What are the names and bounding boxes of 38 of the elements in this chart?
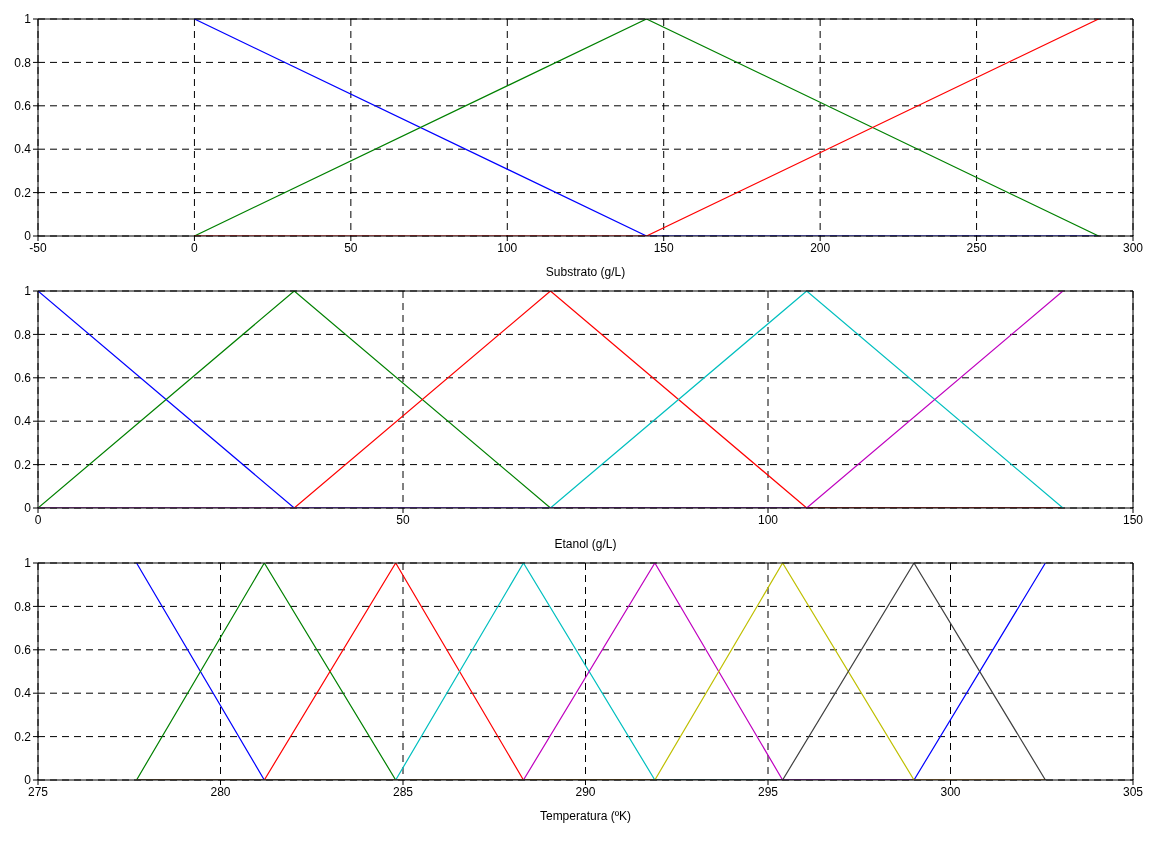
x-tick-label: 200	[810, 240, 831, 255]
x-tick-label: 0	[34, 512, 42, 527]
y-tick-label: 1	[24, 284, 32, 299]
x-tick-label: 150	[1122, 512, 1144, 527]
y-tick-label: 0.2	[14, 457, 32, 472]
y-tick-label: 0.8	[14, 327, 32, 342]
x-tick-label: 300	[940, 784, 961, 799]
x-tick-label: 295	[757, 784, 779, 799]
x-axis-title: Substrato (g/L)	[545, 265, 626, 279]
y-tick-label: 0.4	[14, 686, 32, 701]
y-tick-label: 0	[24, 229, 32, 244]
x-tick-label: 280	[210, 784, 231, 799]
x-tick-label: 300	[1122, 240, 1144, 255]
x-tick-label: 50	[396, 512, 410, 527]
y-tick-label: 0.4	[14, 142, 32, 157]
y-tick-label: 1	[24, 556, 32, 571]
x-tick-label: 285	[392, 784, 414, 799]
x-tick-label: 50	[344, 240, 358, 255]
x-axis-title: Etanol (g/L)	[554, 537, 617, 551]
y-tick-label: 0.8	[14, 599, 32, 614]
y-tick-label: 0.6	[14, 99, 32, 114]
y-tick-label: 0.6	[14, 643, 32, 658]
x-tick-label: 290	[575, 784, 596, 799]
x-tick-label: -50	[29, 240, 47, 255]
x-tick-label: 100	[497, 240, 518, 255]
x-axis-title: Temperatura (ºK)	[539, 809, 632, 823]
y-tick-label: 0.2	[14, 729, 32, 744]
y-tick-label: 1	[24, 12, 32, 27]
x-tick-label: 100	[757, 512, 779, 527]
x-tick-label: 150	[653, 240, 675, 255]
y-tick-label: 0.4	[14, 414, 32, 429]
x-tick-label: 305	[1122, 784, 1144, 799]
y-tick-label: 0.8	[14, 55, 32, 70]
x-tick-label: 0	[191, 240, 199, 255]
y-tick-label: 0.2	[14, 185, 32, 200]
x-tick-label: 250	[966, 240, 987, 255]
y-tick-label: 0	[24, 501, 32, 516]
y-tick-label: 0.6	[14, 371, 32, 386]
